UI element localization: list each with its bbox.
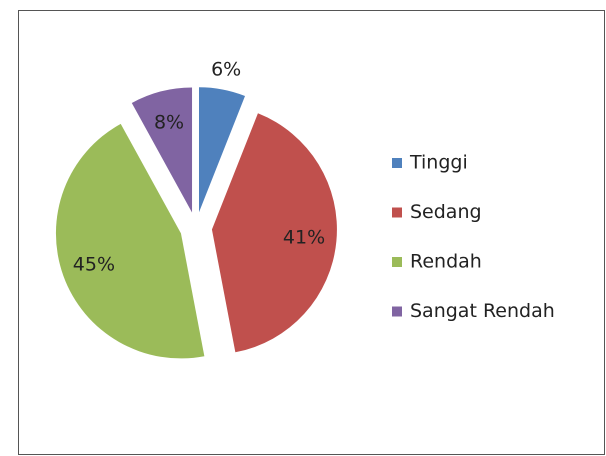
legend-swatch: [392, 306, 402, 317]
pie-slice: [131, 87, 193, 213]
data-label: 6%: [211, 58, 241, 80]
legend-swatch: [392, 257, 402, 267]
pie-slice: [198, 87, 246, 213]
legend-swatch: [392, 207, 402, 218]
data-label: 41%: [283, 227, 325, 249]
legend-label: Sedang: [410, 201, 482, 223]
data-label: 8%: [154, 111, 184, 133]
legend-label: Tinggi: [409, 152, 468, 174]
legend-label: Rendah: [410, 251, 482, 273]
pie-slice: [211, 113, 337, 353]
pie-slice: [55, 123, 205, 359]
data-label: 45%: [73, 253, 115, 275]
legend-swatch: [392, 158, 402, 168]
legend-label: Sangat Rendah: [410, 300, 555, 322]
